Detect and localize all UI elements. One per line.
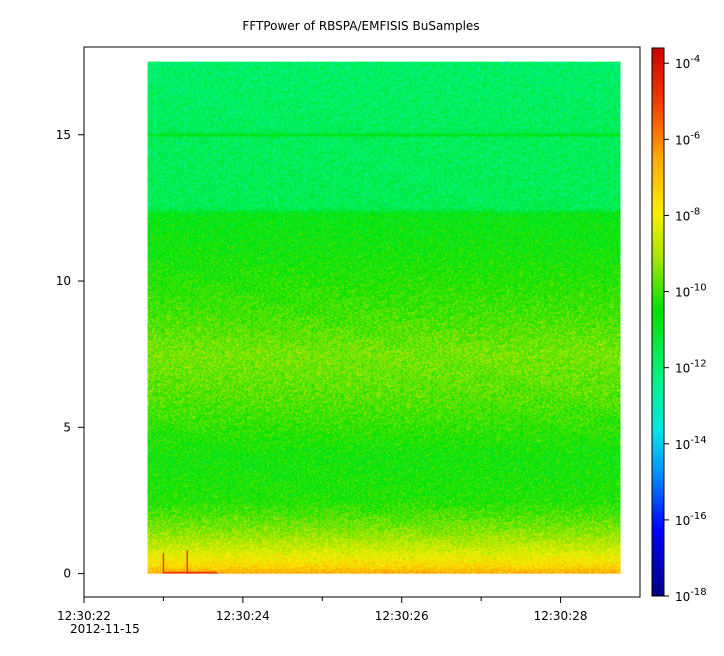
- colorbar-tick-base: 10: [675, 514, 690, 528]
- x-tick-label-3: 12:30:28: [534, 609, 588, 623]
- colorbar-tick-label-2: 10-8: [675, 206, 700, 223]
- x-date-label: 2012-11-15: [70, 622, 140, 636]
- colorbar-tick-exponent: -18: [690, 587, 706, 598]
- plot-area: [83, 46, 641, 598]
- colorbar-image: [652, 48, 664, 596]
- colorbar-tick-base: 10: [675, 57, 690, 71]
- colorbar-tick-label-5: 10-14: [675, 435, 707, 452]
- y-tick-label-0: 0: [63, 567, 71, 581]
- colorbar-tick-label-0: 10-4: [675, 54, 700, 71]
- x-tick-label-2: 12:30:26: [375, 609, 429, 623]
- colorbar-tick-base: 10: [675, 590, 690, 604]
- colorbar-tick-base: 10: [675, 286, 690, 300]
- colorbar-tick-base: 10: [675, 362, 690, 376]
- x-tick-label-1: 12:30:24: [216, 609, 270, 623]
- y-axis: 0 5 10 15: [56, 128, 84, 581]
- colorbar-tick-exponent: -8: [690, 206, 700, 217]
- heatmap-image: [147, 61, 621, 574]
- y-tick-label-1: 5: [63, 420, 71, 434]
- colorbar-tick-exponent: -14: [690, 435, 706, 446]
- colorbar-tick-exponent: -4: [690, 54, 700, 65]
- colorbar-tick-label-6: 10-16: [675, 511, 707, 528]
- colorbar-tick-exponent: -12: [690, 359, 706, 370]
- colorbar-tick-label-3: 10-10: [675, 283, 707, 300]
- feature-layer: [147, 133, 621, 574]
- colorbar-tick-exponent: -10: [690, 283, 706, 294]
- x-tick-label-0: 12:30:22: [57, 609, 111, 623]
- y-tick-label-3: 15: [56, 128, 71, 142]
- colorbar-tick-base: 10: [675, 438, 690, 452]
- colorbar-tick-exponent: -6: [690, 130, 700, 141]
- colorbar-tick-base: 10: [675, 133, 690, 147]
- colorbar-tick-label-7: 10-18: [675, 587, 707, 604]
- colorbar-tick-exponent: -16: [690, 511, 706, 522]
- colorbar-frame: [651, 47, 665, 597]
- colorbar-tick-label-4: 10-12: [675, 359, 707, 376]
- y-tick-label-2: 10: [56, 274, 71, 288]
- colorbar-tick-base: 10: [675, 209, 690, 223]
- chart-title: FFTPower of RBSPA/EMFISIS BuSamples: [242, 19, 479, 33]
- x-axis: 12:30:22 12:30:24 12:30:26 12:30:28: [57, 597, 588, 623]
- colorbar-tick-label-1: 10-6: [675, 130, 700, 147]
